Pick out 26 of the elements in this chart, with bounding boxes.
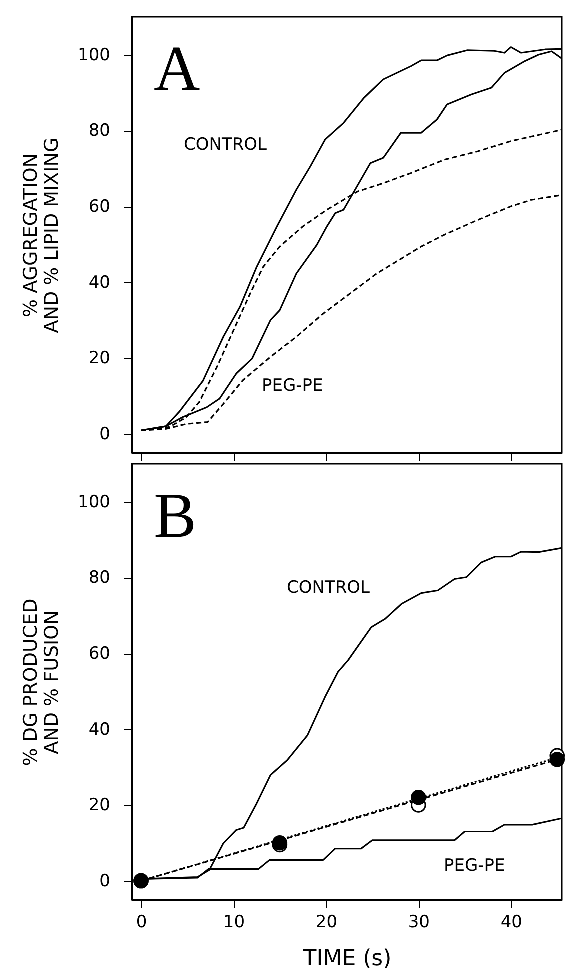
annotation: A (154, 33, 200, 104)
y-tick-label: 80 (88, 568, 110, 588)
x-tick-label: 30 (408, 912, 430, 932)
annotation: PEG-PE (444, 856, 506, 876)
y-tick-label: 20 (88, 348, 110, 369)
x-tick-label: 10 (223, 912, 246, 932)
annotation: B (154, 480, 197, 551)
y-tick-label: 60 (88, 644, 110, 664)
x-tick-label: 40 (500, 912, 522, 932)
y-tick-label: 0 (100, 424, 110, 445)
y-axis-title: % DG PRODUCED AND % FUSION (20, 598, 64, 766)
y-tick-label: 40 (88, 720, 110, 740)
annotation: CONTROL (184, 135, 268, 155)
annotation: PEG-PE (262, 376, 324, 396)
y-tick-label: 80 (88, 121, 110, 142)
y-tick-label: 60 (88, 197, 110, 218)
x-axis-title: TIME (s) (302, 946, 392, 972)
x-tick-label: 0 (136, 912, 148, 932)
y-tick-label: 40 (88, 272, 110, 293)
y-tick-label: 20 (88, 796, 110, 816)
y-tick-label: 0 (100, 872, 110, 892)
y-tick-label: 100 (78, 45, 110, 66)
annotation: CONTROL (287, 578, 371, 598)
y-axis-title: % AGGREGATION AND % LIPID MIXING (20, 138, 64, 334)
x-tick-label: 20 (316, 912, 338, 932)
y-tick-label: 100 (78, 492, 110, 512)
